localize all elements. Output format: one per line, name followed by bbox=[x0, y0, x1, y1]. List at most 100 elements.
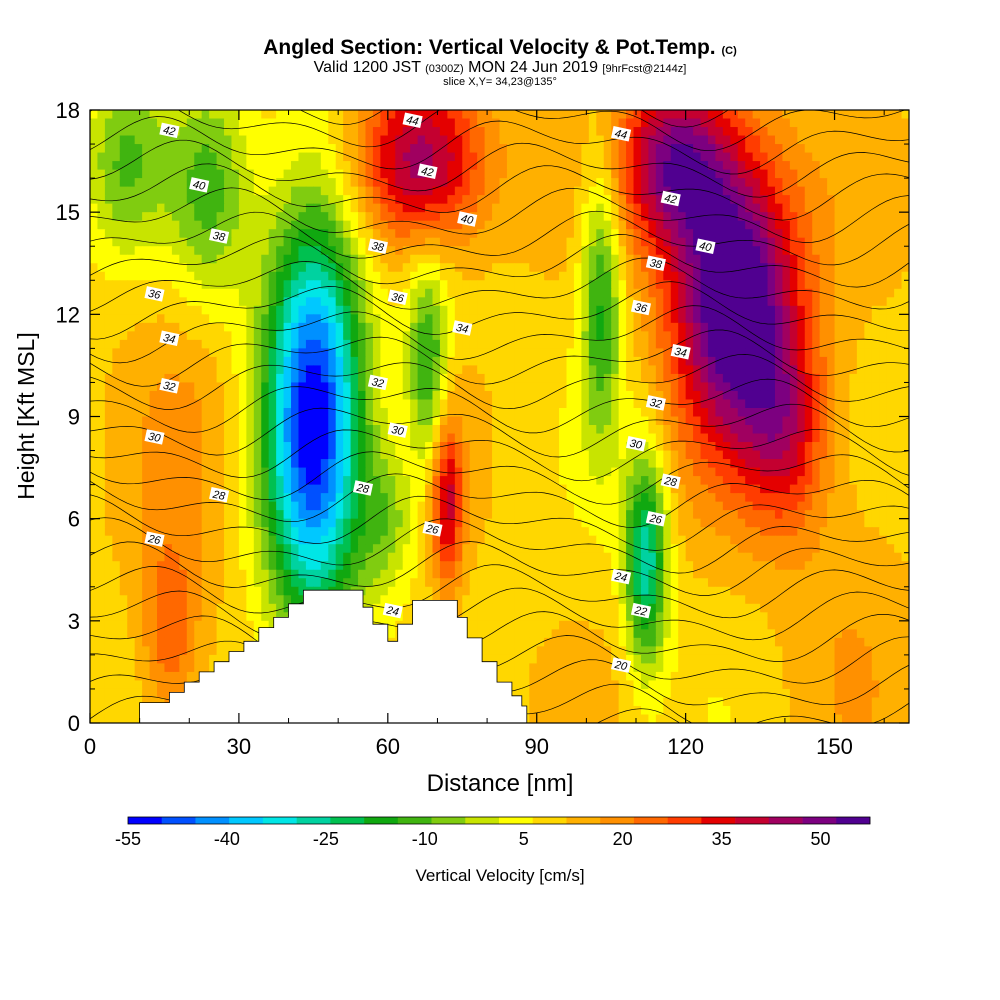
field-cell bbox=[819, 127, 828, 137]
field-cell bbox=[849, 425, 858, 435]
field-cell bbox=[134, 178, 143, 188]
field-cell bbox=[782, 127, 791, 137]
field-cell bbox=[305, 237, 314, 247]
field-cell bbox=[432, 373, 441, 384]
field-cell bbox=[209, 322, 218, 332]
field-cell bbox=[789, 297, 798, 307]
field-cell bbox=[425, 297, 434, 307]
field-cell bbox=[343, 271, 352, 281]
field-cell bbox=[380, 314, 389, 324]
field-cell bbox=[395, 348, 404, 358]
field-cell bbox=[276, 152, 285, 162]
field-cell bbox=[655, 161, 664, 171]
field-cell bbox=[253, 178, 262, 188]
field-cell bbox=[380, 322, 389, 332]
field-cell bbox=[774, 382, 784, 392]
field-cell bbox=[514, 144, 523, 154]
field-cell bbox=[633, 178, 642, 188]
field-cell bbox=[812, 195, 821, 205]
field-cell bbox=[484, 450, 493, 460]
field-cell bbox=[380, 476, 389, 486]
field-cell bbox=[372, 280, 381, 290]
field-cell bbox=[224, 459, 233, 469]
field-cell bbox=[879, 186, 888, 196]
field-cell bbox=[119, 280, 128, 290]
field-cell bbox=[350, 390, 359, 401]
field-cell bbox=[372, 467, 381, 477]
field-cell bbox=[335, 484, 344, 494]
field-cell bbox=[186, 135, 195, 145]
field-cell bbox=[633, 144, 642, 154]
field-cell bbox=[305, 433, 314, 443]
field-cell bbox=[670, 416, 679, 426]
field-cell bbox=[559, 161, 568, 171]
field-cell bbox=[648, 152, 657, 162]
field-cell bbox=[499, 110, 508, 120]
field-cell bbox=[164, 390, 173, 401]
field-cell bbox=[849, 416, 858, 426]
field-cell bbox=[670, 161, 679, 171]
field-cell bbox=[715, 161, 724, 171]
field-cell bbox=[648, 450, 657, 460]
field-cell bbox=[499, 305, 508, 315]
field-cell bbox=[722, 356, 731, 367]
field-cell bbox=[350, 407, 359, 418]
field-cell bbox=[618, 322, 627, 332]
field-cell bbox=[253, 314, 262, 324]
field-cell bbox=[149, 399, 158, 409]
field-cell bbox=[797, 203, 806, 213]
field-cell bbox=[171, 220, 180, 230]
field-cell bbox=[320, 305, 329, 315]
field-cell bbox=[745, 246, 754, 256]
field-cell bbox=[529, 135, 538, 145]
field-cell bbox=[827, 314, 836, 324]
field-cell bbox=[179, 152, 188, 162]
field-cell bbox=[417, 144, 426, 154]
field-cell bbox=[291, 229, 300, 239]
field-cell bbox=[387, 271, 396, 281]
field-cell bbox=[499, 161, 508, 171]
field-cell bbox=[209, 237, 218, 247]
field-cell bbox=[521, 220, 530, 230]
field-cell bbox=[149, 169, 158, 179]
field-cell bbox=[328, 373, 337, 384]
field-cell bbox=[149, 314, 158, 324]
field-cell bbox=[499, 314, 508, 324]
field-cell bbox=[305, 246, 314, 256]
field-cell bbox=[745, 331, 754, 341]
field-cell bbox=[343, 186, 352, 196]
field-cell bbox=[365, 450, 374, 460]
field-cell bbox=[693, 331, 702, 341]
field-cell bbox=[670, 305, 679, 315]
field-cell bbox=[514, 263, 523, 273]
field-cell bbox=[231, 305, 240, 315]
field-cell bbox=[127, 450, 136, 460]
field-cell bbox=[365, 459, 374, 469]
field-cell bbox=[134, 195, 143, 205]
field-cell bbox=[841, 365, 851, 375]
field-cell bbox=[678, 169, 687, 179]
field-cell bbox=[350, 314, 359, 324]
field-cell bbox=[469, 254, 478, 264]
field-cell bbox=[745, 135, 754, 145]
field-cell bbox=[663, 450, 672, 460]
field-cell bbox=[752, 425, 761, 435]
field-cell bbox=[231, 407, 240, 418]
field-cell bbox=[849, 144, 858, 154]
field-cell bbox=[298, 280, 307, 290]
field-cell bbox=[410, 144, 419, 154]
field-cell bbox=[544, 416, 553, 426]
field-cell bbox=[142, 195, 151, 205]
field-cell bbox=[849, 348, 858, 358]
field-cell bbox=[149, 425, 158, 435]
field-cell bbox=[521, 390, 530, 401]
field-cell bbox=[224, 263, 233, 273]
field-cell bbox=[328, 314, 337, 324]
field-cell bbox=[685, 220, 694, 230]
field-cell bbox=[171, 399, 180, 409]
field-cell bbox=[506, 322, 515, 332]
field-cell bbox=[417, 203, 426, 213]
field-cell bbox=[707, 450, 717, 460]
field-cell bbox=[551, 135, 560, 145]
field-cell bbox=[849, 399, 858, 409]
